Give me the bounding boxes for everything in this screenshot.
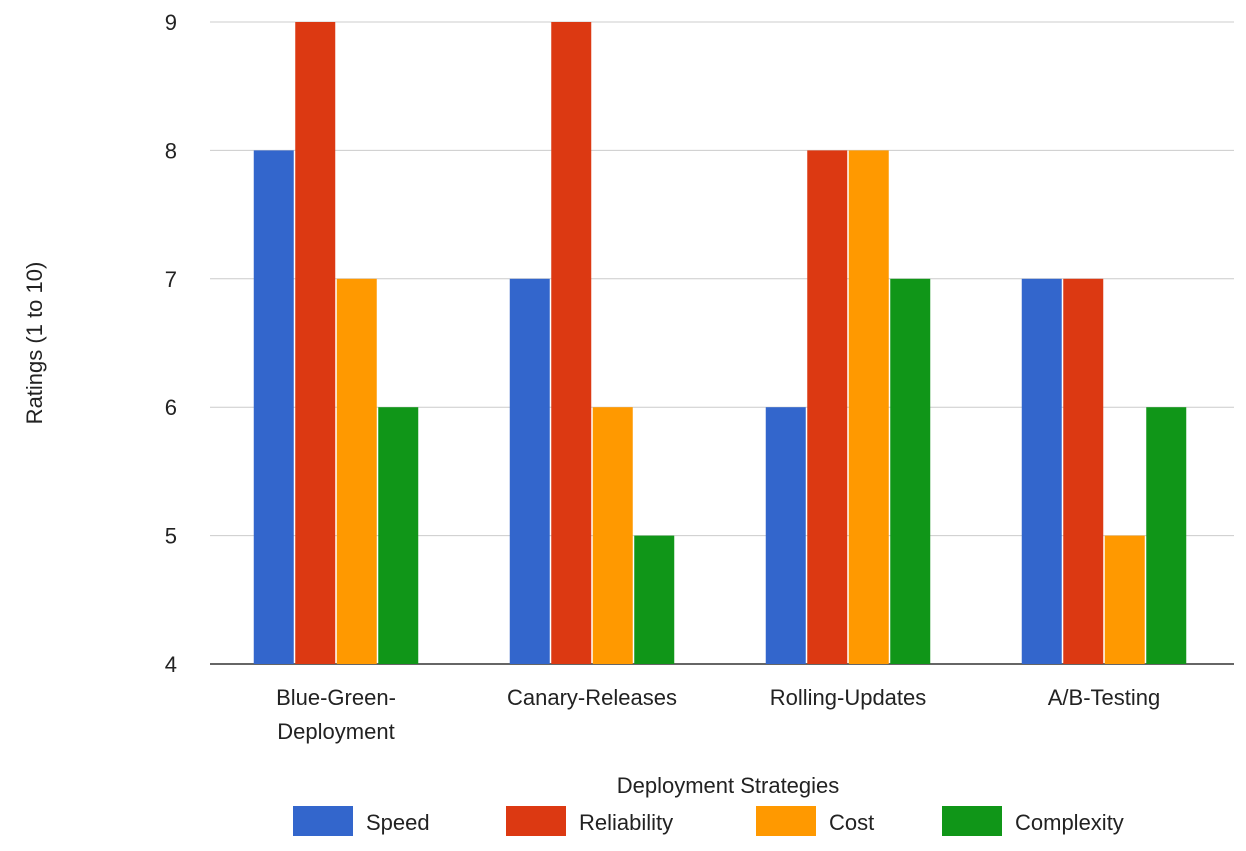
bar-speed-3[interactable] [765,407,806,664]
bar-speed-4[interactable] [1021,278,1062,664]
x-tick-label: Rolling-Updates [770,685,927,710]
y-tick-label: 6 [165,395,177,420]
bar-reliability-1[interactable] [295,22,336,664]
bar-reliability-2[interactable] [551,22,592,664]
x-tick-label: A/B-Testing [1048,685,1161,710]
legend-item-speed[interactable]: Speed [293,806,430,836]
x-tick-label: Canary-Releases [507,685,677,710]
y-tick-label: 9 [165,10,177,35]
bar-complexity-4[interactable] [1146,407,1187,664]
bar-complexity-3[interactable] [890,278,931,664]
bar-cost-3[interactable] [848,150,889,664]
y-tick-label: 8 [165,138,177,163]
x-tick-label: Blue-Green-Deployment [276,685,396,744]
y-tick-label: 4 [165,652,177,677]
y-axis-ticks: 4 5 6 7 8 9 [165,10,177,677]
y-tick-label: 5 [165,524,177,549]
legend-swatch [942,806,1002,836]
legend-label: Complexity [1015,810,1124,835]
y-axis-title: Ratings (1 to 10) [22,262,47,425]
bar-reliability-4[interactable] [1063,278,1104,664]
legend: Speed Reliability Cost Complexity [293,806,1124,836]
y-tick-label: 7 [165,267,177,292]
legend-swatch [293,806,353,836]
legend-label: Speed [366,810,430,835]
bar-speed-1[interactable] [253,150,294,664]
legend-swatch [506,806,566,836]
bar-reliability-3[interactable] [807,150,848,664]
legend-item-reliability[interactable]: Reliability [506,806,673,836]
legend-item-cost[interactable]: Cost [756,806,874,836]
bars [253,22,1187,664]
legend-item-complexity[interactable]: Complexity [942,806,1124,836]
bar-complexity-2[interactable] [634,535,675,664]
x-axis-title: Deployment Strategies [617,773,840,798]
x-axis-ticks: Blue-Green-Deployment Canary-Releases Roll… [276,685,1160,744]
bar-cost-2[interactable] [592,407,633,664]
bar-speed-2[interactable] [509,278,550,664]
legend-label: Cost [829,810,874,835]
legend-label: Reliability [579,810,673,835]
bar-cost-4[interactable] [1104,535,1145,664]
bar-complexity-1[interactable] [378,407,419,664]
legend-swatch [756,806,816,836]
bar-cost-1[interactable] [336,278,377,664]
